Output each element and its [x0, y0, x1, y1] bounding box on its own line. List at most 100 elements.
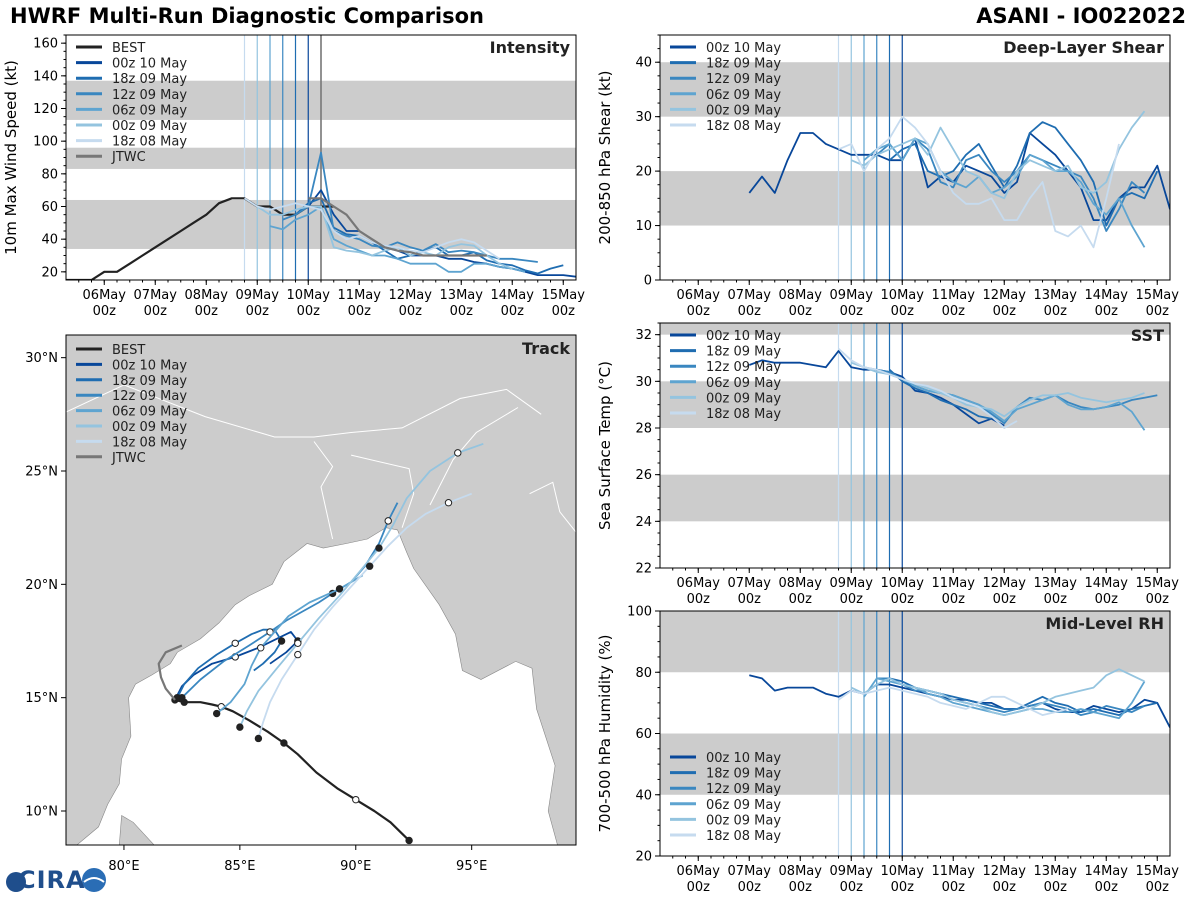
sst-ytick-label: 28 [635, 422, 652, 437]
track-marker [405, 836, 413, 845]
rh-series-group [749, 668, 1170, 728]
intensity-xtick-day: 15May [542, 288, 586, 303]
sst-xtick-hour: 00z [738, 592, 762, 607]
shear-xtick-day: 12May [983, 288, 1027, 303]
sst-xtick-hour: 00z [993, 592, 1017, 607]
intensity-ylabel: 10m Max Wind Speed (kt) [2, 60, 20, 255]
sst-ytick-label: 22 [635, 562, 652, 577]
track-legend-label: 18z 08 May [112, 435, 187, 450]
country-border [313, 441, 334, 540]
intensity-xtick-hour: 00z [195, 304, 219, 319]
intensity-legend-label: BEST [112, 41, 145, 56]
sst-series-group [748, 348, 1158, 431]
shear-series-line [850, 110, 1146, 200]
track-xtick-label: 95°E [456, 859, 487, 874]
shear-series-line [888, 121, 1159, 227]
intensity-series-line [307, 189, 576, 278]
track-ytick-label: 25°N [25, 465, 58, 480]
rh-xtick-day: 14May [1085, 864, 1129, 879]
sst-ytick-label: 24 [635, 515, 652, 530]
intensity-panel: 2040608010012014016006May00z07May00z08Ma… [2, 34, 586, 319]
rh-xtick-day: 08May [779, 864, 823, 879]
shear-legend-label: 06z 09 May [706, 88, 781, 103]
intensity-xtick-day: 08May [185, 288, 229, 303]
sst-xtick-day: 06May [677, 576, 721, 591]
intensity-xtick-day: 09May [236, 288, 280, 303]
track-map-group [66, 335, 576, 845]
shear-xtick-day: 08May [779, 288, 823, 303]
rh-legend-label: 12z 09 May [706, 782, 781, 797]
track-legend-label: JTWC [111, 451, 146, 466]
rh-xtick-hour: 00z [738, 880, 762, 895]
track-marker [294, 639, 302, 647]
track-marker [254, 734, 263, 743]
intensity-legend-label: JTWC [111, 150, 146, 165]
intensity-title: Intensity [490, 38, 571, 57]
shear-band [660, 62, 1170, 117]
sst-series-line [863, 366, 1146, 431]
intensity-legend-label: 18z 08 May [112, 135, 187, 150]
rh-panel: 2040608010006May00z07May00z08May00z09May… [596, 605, 1179, 896]
rh-legend-label: 18z 08 May [706, 829, 781, 844]
sst-xtick-hour: 00z [1095, 592, 1119, 607]
track-marker [294, 650, 302, 659]
sst-ytick-label: 26 [635, 468, 652, 483]
track-marker [236, 723, 244, 731]
track-ytick-label: 15°N [25, 691, 58, 706]
figure-title: HWRF Multi-Run Diagnostic Comparison [10, 4, 485, 28]
sst-panel: 22242628303206May00z07May00z08May00z09Ma… [596, 322, 1179, 607]
track-xtick-label: 85°E [224, 859, 255, 874]
intensity-legend-label: 00z 10 May [112, 57, 187, 72]
country-border [429, 407, 519, 506]
rh-xtick-day: 13May [1034, 864, 1078, 879]
rh-xtick-hour: 00z [942, 880, 966, 895]
sst-xtick-hour: 00z [687, 592, 711, 607]
sst-legend-label: 00z 10 May [706, 329, 781, 344]
shear-xtick-day: 11May [932, 288, 976, 303]
shear-xtick-day: 13May [1034, 288, 1078, 303]
track-marker [257, 644, 265, 652]
rh-xtick-day: 12May [983, 864, 1027, 879]
rh-series-line [850, 668, 1145, 716]
intensity-xtick-hour: 00z [246, 304, 270, 319]
track-line [257, 492, 473, 739]
rh-xtick-hour: 00z [1095, 880, 1119, 895]
track-marker [277, 637, 286, 645]
rh-ytick-label: 100 [627, 605, 652, 620]
rh-series-line [749, 674, 1170, 728]
sst-series-line [888, 369, 992, 420]
shear-xtick-day: 09May [830, 288, 874, 303]
sst-band [660, 474, 1170, 522]
shear-ytick-label: 40 [635, 56, 652, 71]
sst-xtick-hour: 00z [1044, 592, 1068, 607]
track-legend-label: BEST [112, 343, 145, 358]
rh-ytick-label: 20 [635, 850, 652, 865]
track-marker [231, 639, 239, 647]
country-border [529, 481, 576, 533]
intensity-series-line [244, 197, 500, 260]
landmass [66, 335, 576, 845]
intensity-xtick-hour: 00z [144, 304, 168, 319]
sst-xtick-day: 11May [932, 576, 976, 591]
intensity-xtick-day: 14May [491, 288, 535, 303]
intensity-xtick-day: 12May [389, 288, 433, 303]
rh-xtick-day: 09May [830, 864, 874, 879]
intensity-legend-label: 12z 09 May [112, 88, 187, 103]
shear-xtick-hour: 00z [738, 304, 762, 319]
track-line [239, 442, 484, 728]
rh-series-line [837, 686, 1069, 716]
rh-xtick-day: 07May [728, 864, 772, 879]
intensity-xtick-day: 10May [287, 288, 331, 303]
intensity-xtick-hour: 00z [552, 304, 576, 319]
sst-xtick-day: 07May [728, 576, 772, 591]
shear-ytick-label: 0 [644, 274, 652, 289]
shear-xtick-hour: 00z [840, 304, 864, 319]
sst-title: SST [1131, 326, 1164, 345]
sst-xtick-hour: 00z [942, 592, 966, 607]
track-marker [178, 693, 186, 702]
shear-xtick-day: 06May [677, 288, 721, 303]
track-xtick-label: 90°E [340, 859, 371, 874]
shear-xtick-hour: 00z [1146, 304, 1170, 319]
shear-xtick-hour: 00z [1044, 304, 1068, 319]
